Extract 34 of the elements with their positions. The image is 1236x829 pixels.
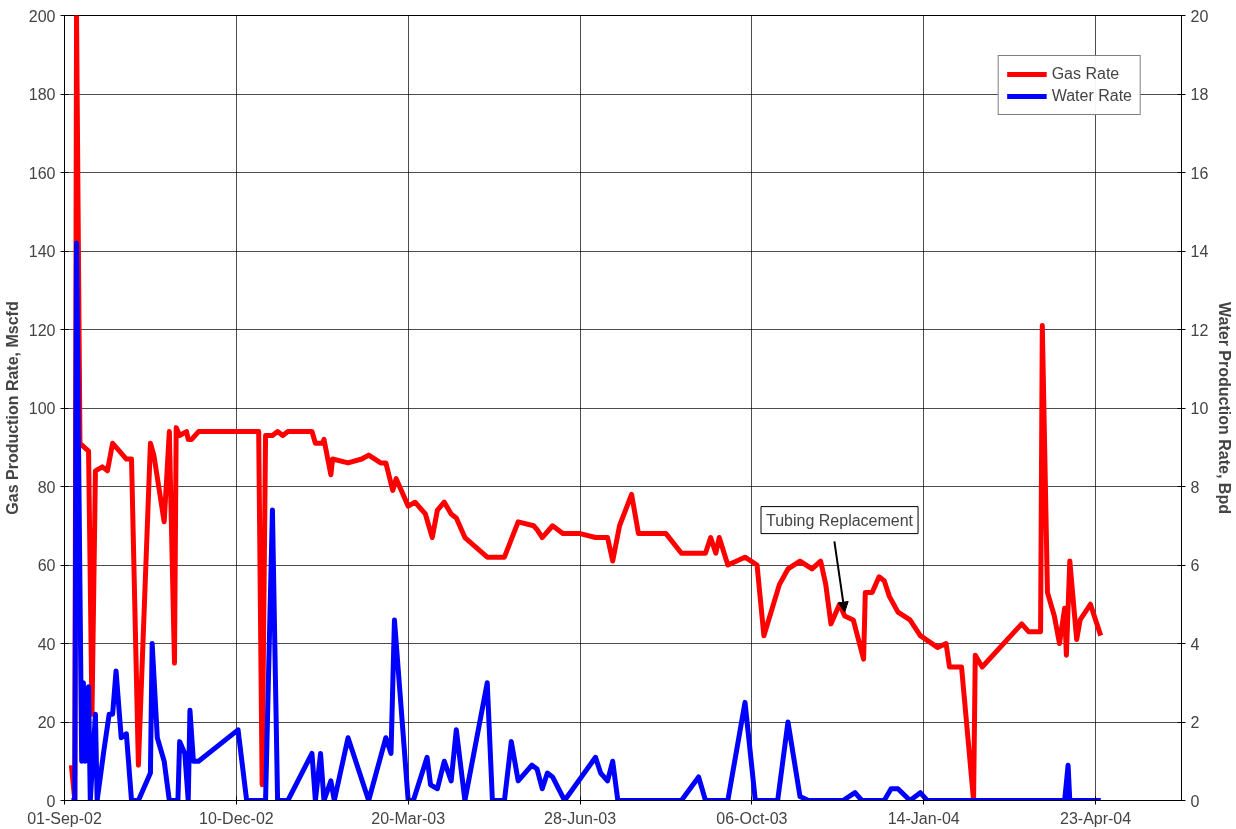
- y-tick-label: 180: [28, 86, 56, 103]
- x-tick-label: 28-Jun-03: [544, 809, 617, 827]
- x-tick-label: 10-Dec-02: [198, 809, 274, 827]
- y-tick-label: 0: [46, 792, 56, 810]
- y-tick-label: 200: [28, 7, 56, 25]
- y-axis-title: Gas Production Rate, Mscfd: [3, 301, 21, 515]
- y2-tick-label: 0: [1190, 792, 1200, 810]
- y-tick-label: 60: [37, 557, 56, 574]
- y-tick-label: 40: [37, 635, 56, 653]
- y-tick-label: 140: [28, 243, 56, 260]
- y-tick-label: 160: [28, 164, 56, 182]
- y-tick-label: 80: [37, 478, 56, 496]
- x-tick-label: 06-Oct-03: [716, 809, 788, 827]
- legend-label: Gas Rate: [1051, 65, 1120, 83]
- y2-tick-label: 6: [1190, 557, 1200, 574]
- x-tick-label: 20-Mar-03: [371, 809, 446, 827]
- y2-tick-label: 14: [1190, 243, 1209, 260]
- y2-tick-label: 12: [1190, 321, 1209, 339]
- y2-tick-label: 2: [1190, 714, 1200, 731]
- annotation: Tubing Replacement: [766, 511, 914, 529]
- y-tick-label: 120: [28, 321, 56, 339]
- y2-axis-title: Water Production Rate, Bpd: [1216, 302, 1234, 514]
- legend-label: Water Rate: [1051, 87, 1132, 105]
- x-tick-label: 23-Apr-04: [1060, 809, 1132, 827]
- y2-tick-label: 10: [1190, 400, 1209, 417]
- y2-tick-label: 18: [1190, 86, 1209, 103]
- x-tick-label: 01-Sep-02: [27, 809, 102, 827]
- y-tick-label: 20: [37, 714, 56, 731]
- y2-tick-label: 20: [1190, 7, 1209, 25]
- y2-tick-label: 8: [1190, 478, 1200, 496]
- y-tick-label: 100: [28, 400, 56, 417]
- y2-tick-label: 16: [1190, 164, 1209, 182]
- x-tick-label: 14-Jan-04: [887, 809, 960, 827]
- y2-tick-label: 4: [1190, 635, 1200, 653]
